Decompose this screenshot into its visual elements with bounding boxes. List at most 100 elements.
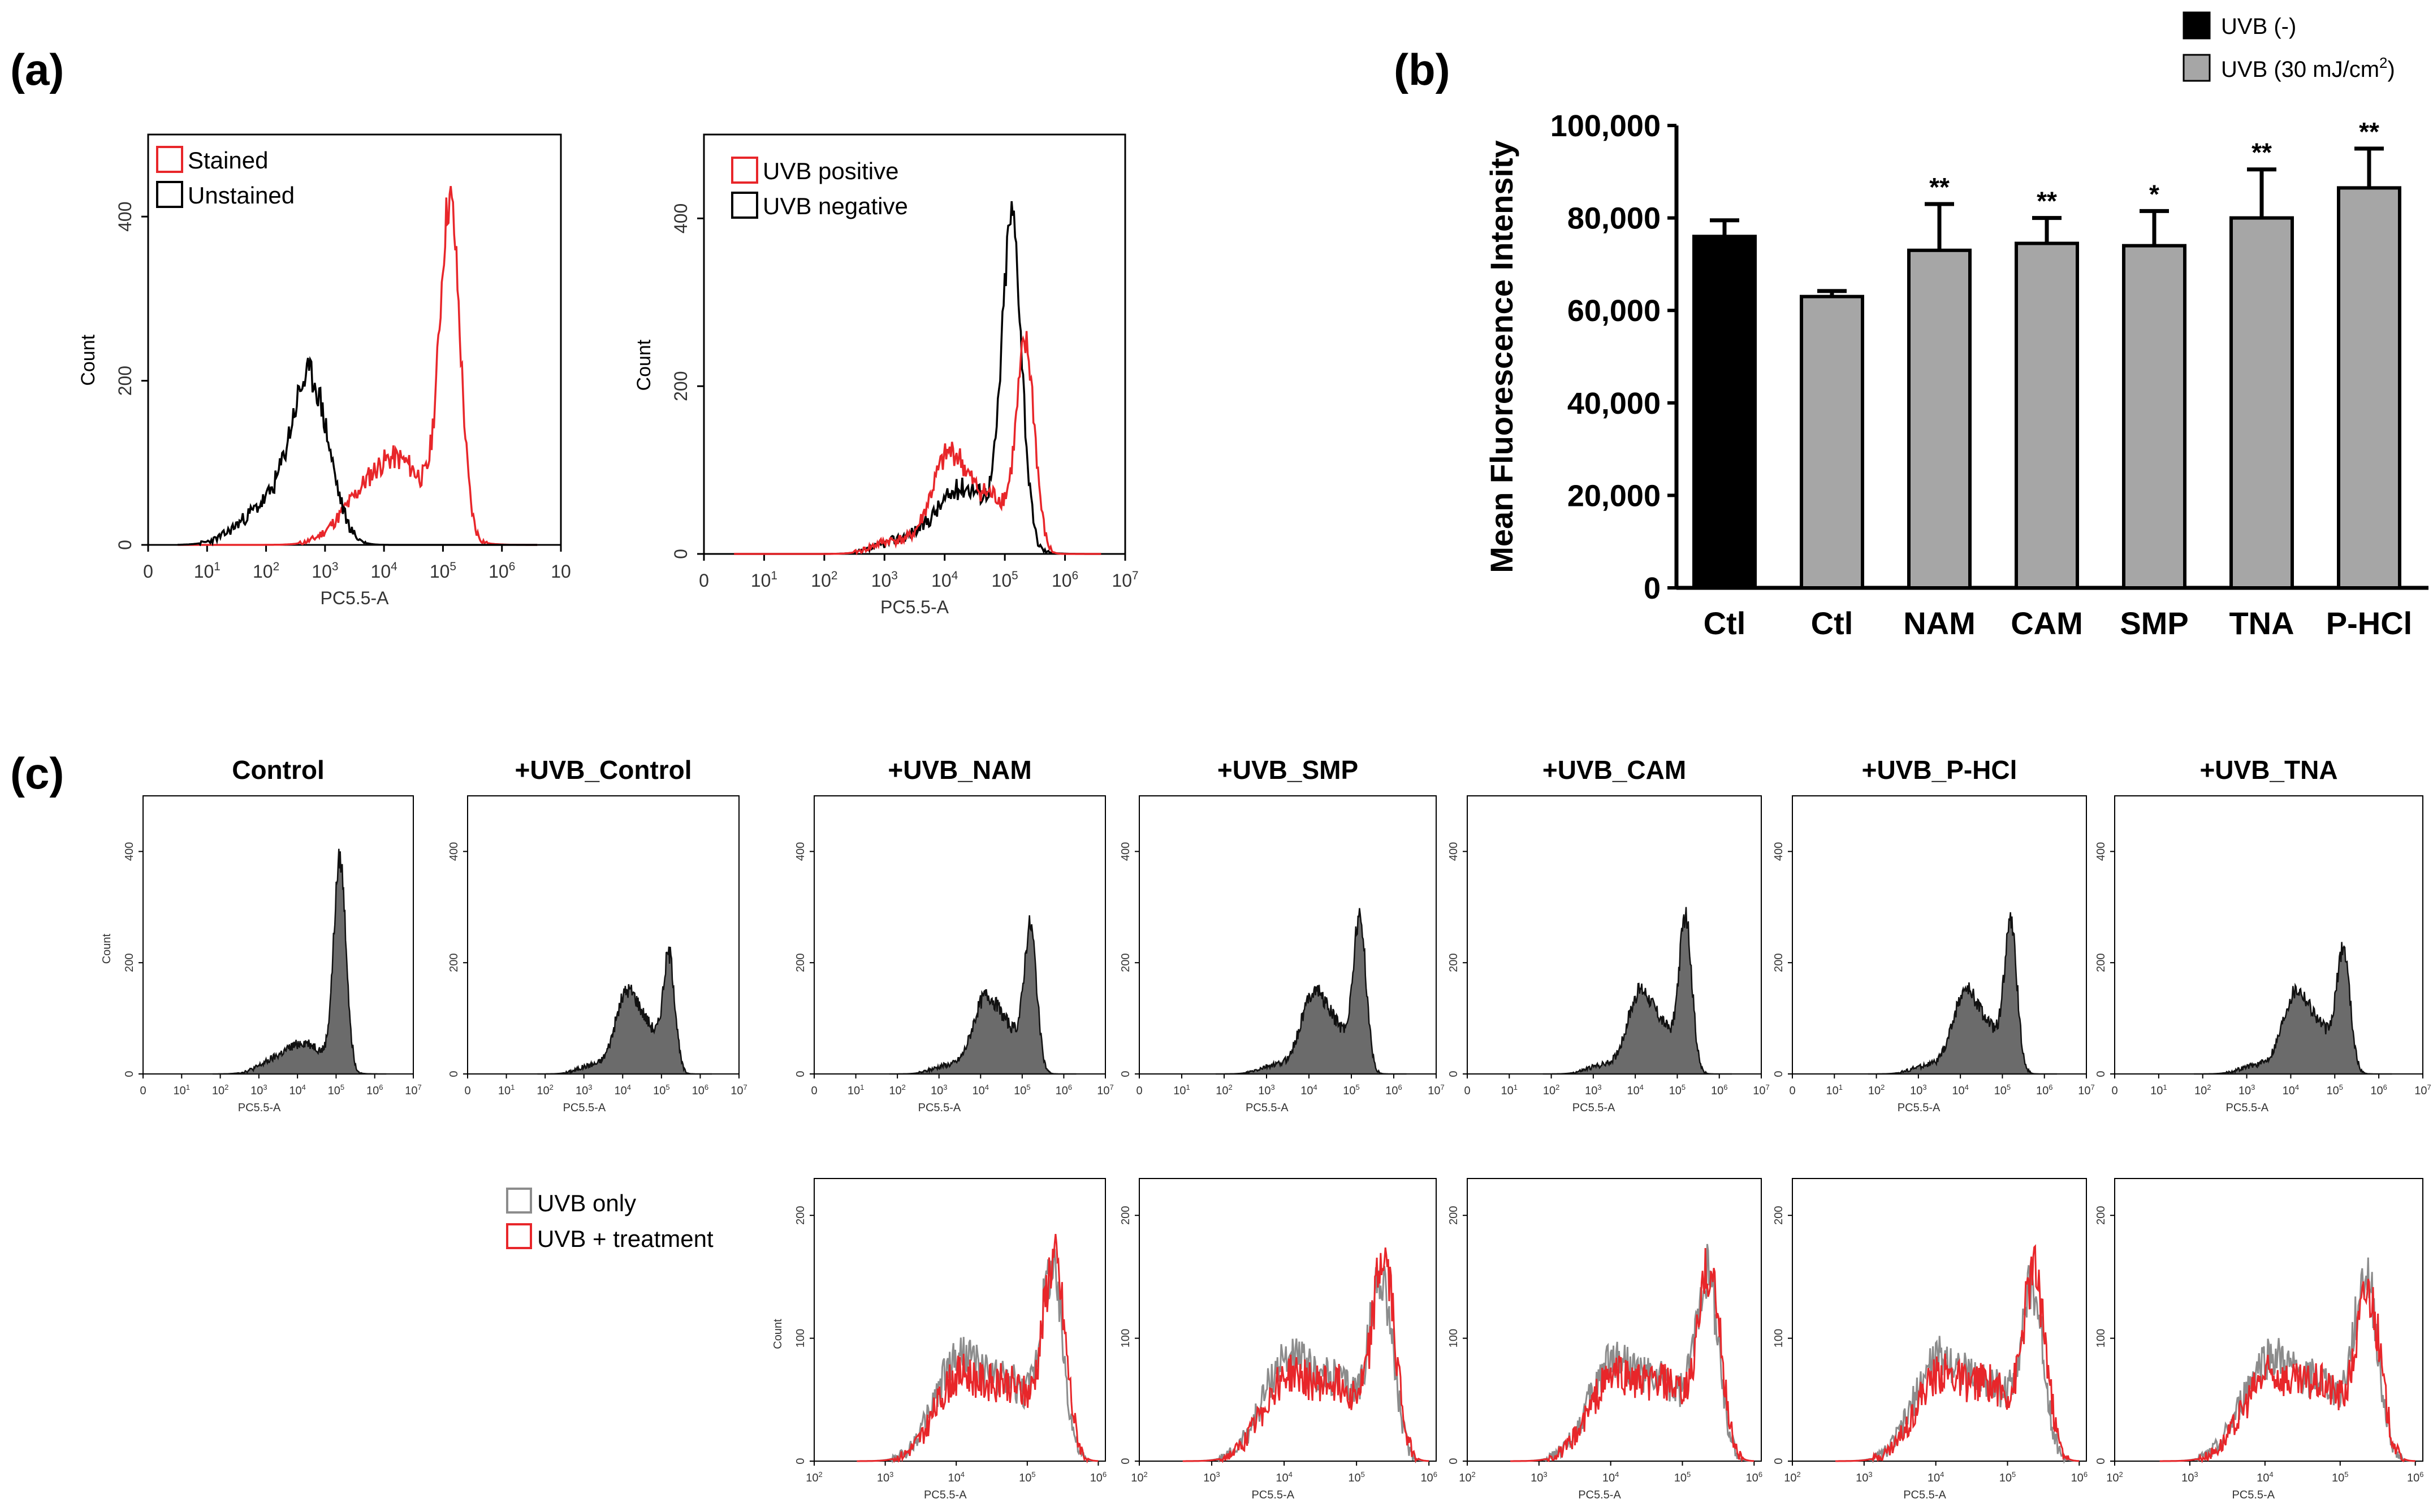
x-axis-label: PC5.5-A [238, 1102, 281, 1114]
y-tick-label: 400 [1120, 842, 1132, 861]
panel-label-c: (c) [10, 748, 64, 798]
y-tick-label: 400 [123, 842, 136, 861]
x-tick-label-base: 10 [289, 1085, 301, 1097]
x-tick-label-base: 10 [371, 561, 391, 582]
x-tick-label: 101 [1826, 1083, 1843, 1097]
x-tick-label: 103 [2181, 1470, 2198, 1484]
plot-frame [703, 133, 1126, 555]
x-tick-label-exp: 5 [450, 560, 456, 573]
y-tick-label: 80,000 [1567, 202, 1661, 236]
legend-label: UVB + treatment [537, 1225, 714, 1252]
x-tick-label: 0 [1789, 1085, 1795, 1097]
x-tick-label-base: 10 [253, 561, 273, 582]
x-tick-label-exp: 1 [1186, 1083, 1190, 1091]
x-tick-label: 103 [312, 560, 338, 582]
x-tick-label: 105 [1999, 1470, 2016, 1484]
x-tick-label: 102 [2106, 1470, 2123, 1484]
y-axis-label: Count [633, 339, 655, 391]
x-category-label: Ctl [1704, 605, 1746, 641]
x-tick-label: 101 [174, 1083, 190, 1097]
x-tick-label-base: 10 [2257, 1472, 2269, 1484]
x-tick-label: 104 [948, 1470, 964, 1484]
x-tick-label-base: 10 [871, 570, 892, 591]
x-tick-label: 103 [576, 1083, 592, 1097]
y-tick-label: 200 [1447, 954, 1460, 972]
x-tick-label: 0 [140, 1085, 146, 1097]
x-tick-label-exp: 3 [2251, 1083, 2255, 1091]
x-tick-label: 0 [1464, 1085, 1470, 1097]
legend-superscript: 2 [2379, 54, 2387, 71]
x-tick-label-base: 10 [1052, 570, 1072, 591]
x-tick-label-exp: 6 [1068, 1083, 1072, 1091]
y-tick-label: 100 [1120, 1329, 1132, 1348]
x-tick-label: 103 [2238, 1083, 2255, 1097]
y-tick-label: 0 [1644, 571, 1661, 605]
histogram-filled [889, 915, 1077, 1075]
x-tick-label: 103 [1258, 1083, 1274, 1097]
x-tick-label-exp: 1 [860, 1083, 864, 1091]
x-category-label: SMP [2120, 605, 2188, 641]
plot-title: +UVB_CAM [1542, 755, 1686, 785]
y-tick-label: 200 [2095, 954, 2107, 972]
x-tick-label-base: 10 [2283, 1085, 2295, 1097]
x-tick-label-exp: 6 [1103, 1470, 1107, 1479]
x-tick-label: 105 [1674, 1470, 1691, 1484]
x-tick-label-base: 10 [1056, 1085, 1068, 1097]
x-tick-label-base: 10 [250, 1085, 263, 1097]
x-tick-label-base: 10 [1203, 1472, 1216, 1484]
x-tick-label-base: 10 [877, 1472, 889, 1484]
x-tick-label-exp: 2 [224, 1083, 228, 1091]
plot-title: +UVB_TNA [2199, 755, 2337, 785]
plot-frame [2114, 1178, 2423, 1462]
x-tick-label-base: 10 [1014, 1085, 1026, 1097]
y-tick-label: 200 [1773, 1206, 1785, 1225]
x-tick-label: 105 [430, 560, 456, 582]
x-tick-label-exp: 5 [1026, 1083, 1030, 1091]
x-tick-label-base: 10 [2150, 1085, 2163, 1097]
x-tick-label: 102 [1784, 1470, 1800, 1484]
x-tick-label: 106 [1420, 1470, 1437, 1484]
bar-2 [1907, 248, 1972, 590]
x-category-label: CAM [2011, 605, 2083, 641]
x-tick-label-exp: 7 [418, 1083, 422, 1091]
y-tick-label: 200 [2095, 1206, 2107, 1225]
y-tick-label: 200 [671, 371, 691, 401]
plot-frame [814, 795, 1106, 1075]
x-tick-label-base: 10 [405, 1085, 417, 1097]
x-tick-label-exp: 2 [2119, 1470, 2123, 1479]
panel-b-bar-chart: 0 20,000 40,000 60,000 80,000 100,000 Mean Flu… [1484, 11, 2428, 641]
x-tick-label-base: 10 [731, 1085, 743, 1097]
y-tick-label: 0 [1120, 1071, 1132, 1077]
significance-label: ** [2359, 117, 2379, 146]
x-tick-label: 101 [1173, 1083, 1190, 1097]
x-tick-label-exp: 5 [340, 1083, 344, 1091]
x-tick-label-exp: 1 [1839, 1083, 1843, 1091]
x-tick-label-exp: 6 [1433, 1470, 1437, 1479]
plot-title: Control [232, 755, 325, 785]
uvb-treatment-histogram [857, 1234, 1099, 1464]
x-tick-label-base: 10 [328, 1085, 340, 1097]
x-tick-label: 105 [1994, 1083, 2011, 1097]
y-tick-label: 400 [115, 202, 135, 232]
x-tick-label-base: 10 [2332, 1472, 2344, 1484]
x-tick-label: 106 [1385, 1083, 1402, 1097]
x-tick-label-base: 10 [1746, 1472, 1758, 1484]
x-tick-label-exp: 5 [2012, 1470, 2016, 1479]
x-tick-label: 103 [1856, 1470, 1872, 1484]
histogram-filled [1216, 908, 1407, 1075]
x-tick-label-exp: 5 [1012, 569, 1018, 582]
x-tick-label-base: 10 [194, 561, 214, 582]
x-tick-label-exp: 4 [1965, 1083, 1969, 1091]
y-axis-label: Count [77, 334, 99, 385]
x-tick-label-base: 10 [1674, 1472, 1687, 1484]
y-tick-label: 0 [1120, 1458, 1132, 1464]
x-tick-label-exp: 3 [1868, 1470, 1872, 1479]
x-tick-label-base: 10 [174, 1085, 186, 1097]
x-tick-label-exp: 4 [391, 560, 397, 573]
x-tick-label: 104 [615, 1083, 631, 1097]
x-tick-label-base: 10 [2370, 1085, 2383, 1097]
x-tick-label-exp: 1 [771, 569, 777, 582]
x-tick-label-exp: 2 [1144, 1470, 1148, 1479]
plot-frame [467, 795, 740, 1075]
